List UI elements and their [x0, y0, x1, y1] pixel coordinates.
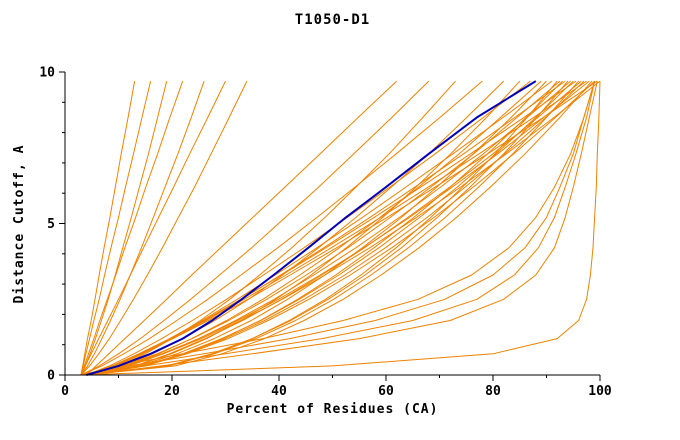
curve-model-12: [80, 80, 579, 376]
curve-model-24: [80, 80, 483, 376]
curve-model-27: [86, 80, 531, 376]
curve-model-17: [86, 80, 593, 376]
curve-model-35: [80, 81, 601, 376]
chart-title: T1050-D1: [294, 12, 371, 28]
curve-model-07: [91, 80, 566, 376]
curve-model-22: [80, 80, 430, 376]
curve-model-29: [80, 80, 152, 376]
curve-model-09: [86, 80, 571, 376]
curve-model-38: [86, 80, 596, 376]
y-tick-label: 5: [47, 217, 55, 232]
curve-model-19: [86, 80, 598, 376]
curve-model-08: [80, 80, 569, 376]
curve-highlighted-model: [86, 80, 537, 376]
curve-model-05: [80, 80, 561, 376]
curve-model-34: [80, 80, 248, 376]
curve-model-39: [80, 80, 596, 376]
y-tick-label: 10: [39, 66, 55, 81]
curve-model-18: [80, 80, 595, 376]
x-tick-label: 40: [271, 384, 287, 399]
curve-model-26: [80, 80, 521, 376]
curve-model-23: [86, 80, 456, 376]
curve-model-31: [80, 80, 184, 376]
curve-model-28: [80, 81, 136, 376]
curve-model-01: [86, 80, 542, 376]
x-tick-label: 0: [61, 384, 69, 399]
curve-model-33: [80, 80, 226, 376]
x-tick-label: 60: [378, 384, 394, 399]
x-axis-label: Percent of Residues (CA): [226, 402, 439, 417]
curve-model-36: [86, 80, 598, 376]
curve-model-37: [91, 80, 596, 376]
curve-model-20: [80, 80, 601, 376]
curve-model-13: [91, 80, 582, 376]
x-tick-label: 100: [588, 384, 612, 399]
x-tick-label: 80: [485, 384, 501, 399]
curve-model-04: [86, 80, 558, 376]
curve-model-21: [86, 80, 398, 376]
y-tick-label: 0: [47, 369, 55, 384]
y-axis-label: Distance Cutoff, A: [12, 144, 27, 304]
x-tick-label: 20: [164, 384, 180, 399]
